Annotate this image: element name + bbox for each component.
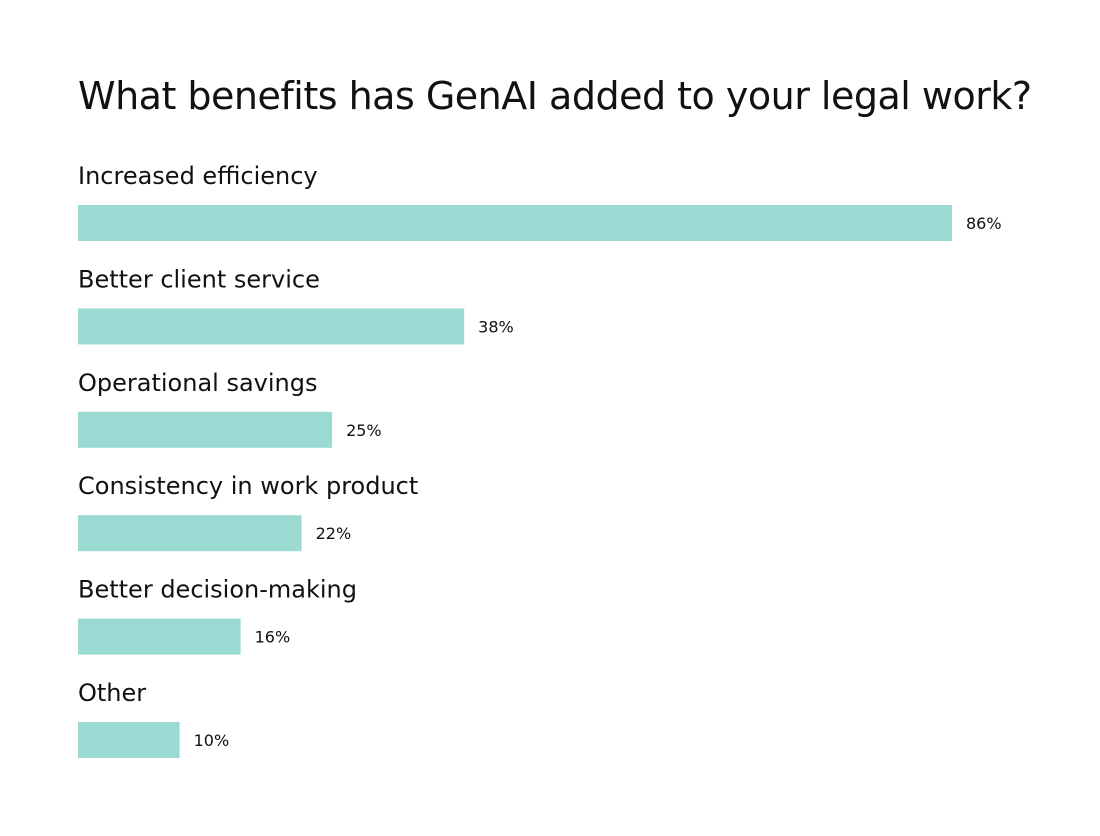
value-label: 38%	[478, 317, 514, 336]
value-label: 86%	[966, 214, 1002, 233]
bar	[78, 205, 952, 241]
category-label: Better decision-making	[78, 576, 357, 604]
value-label: 22%	[316, 524, 352, 543]
category-label: Better client service	[78, 265, 320, 293]
category-label: Other	[78, 679, 146, 707]
value-label: 25%	[346, 421, 382, 440]
bar	[78, 411, 333, 448]
chart-title: What benefits has GenAI added to your le…	[78, 74, 1032, 118]
bar	[78, 308, 465, 345]
category-label: Consistency in work product	[78, 472, 418, 500]
value-label: 10%	[194, 731, 230, 750]
value-label: 16%	[255, 628, 291, 647]
bar	[78, 722, 180, 758]
bar	[78, 618, 241, 655]
bar	[78, 515, 302, 552]
category-label: Increased efficiency	[78, 162, 318, 190]
category-label: Operational savings	[78, 369, 317, 397]
